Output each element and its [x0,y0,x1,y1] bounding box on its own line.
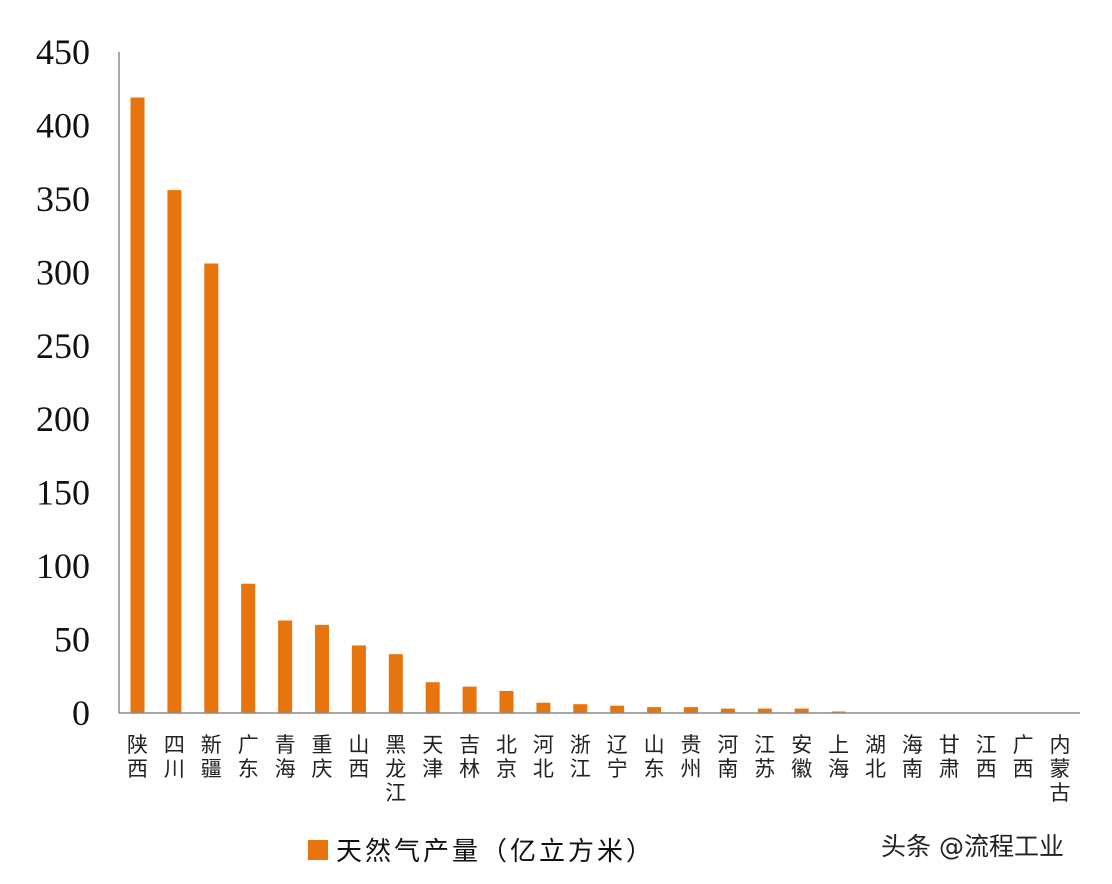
y-tick-label: 300 [36,252,90,292]
x-tick-label: 四川 [164,733,185,781]
x-tick-label: 内蒙古 [1050,733,1071,805]
x-tick-label: 浙江 [570,733,591,781]
x-tick-label: 青海 [275,733,296,781]
legend-label: 天然气产量（亿立方米） [336,837,655,867]
x-tick-label: 湖北 [865,733,886,781]
x-tick-label: 山东 [644,733,665,781]
x-tick-label: 上海 [828,733,849,781]
x-tick-label: 广西 [1013,733,1034,781]
x-tick-label: 陕西 [127,733,148,781]
x-tick-label: 辽宁 [607,733,628,781]
x-tick-label: 江苏 [754,733,775,781]
bar [536,702,551,713]
bar [757,708,772,713]
x-axis-ticks: 陕西四川新疆广东青海重庆山西黑龙江天津吉林北京河北浙江辽宁山东贵州河南江苏安徽上… [127,733,1071,805]
y-tick-label: 100 [36,546,90,586]
y-tick-label: 200 [36,399,90,439]
x-tick-label: 黑龙江 [385,733,406,805]
y-tick-label: 450 [36,32,90,72]
y-tick-label: 400 [36,105,90,145]
x-tick-label: 广东 [238,733,259,781]
axes-layer [118,52,1080,714]
x-tick-label: 河北 [533,733,554,781]
bar [130,97,145,713]
bar [610,705,625,713]
bars-layer [130,97,846,714]
x-tick-label: 甘肃 [939,733,960,781]
bar [315,624,329,713]
y-tick-label: 150 [36,473,90,513]
x-tick-label: 河南 [717,733,738,781]
y-tick-label: 350 [36,179,90,219]
x-tick-label: 山西 [348,733,369,781]
legend-swatch [308,840,328,860]
y-tick-label: 250 [36,326,90,366]
bar [720,708,735,713]
bar [204,263,219,713]
y-tick-label: 0 [72,693,90,733]
bar [425,682,440,713]
x-tick-label: 贵州 [681,733,702,781]
bar [278,620,293,713]
x-tick-label: 天津 [422,733,443,781]
x-tick-label: 重庆 [312,733,333,781]
bar [241,583,256,713]
bar [794,708,809,713]
x-tick-label: 北京 [496,733,517,781]
bar [388,654,403,713]
bar [647,707,662,713]
y-tick-label: 50 [54,620,90,660]
bar [573,704,588,713]
legend: 天然气产量（亿立方米） [308,837,655,867]
bar [499,691,514,713]
bar [684,707,698,713]
bar [167,190,182,714]
x-tick-label: 吉林 [459,733,480,781]
watermark: 头条 @流程工业 [881,832,1064,861]
bar [462,686,477,713]
x-tick-label: 安徽 [791,733,812,781]
y-axis-ticks: 0 50 100 150 200 250 300 350 400 450 [36,32,90,733]
x-tick-label: 新疆 [201,733,222,781]
bar [351,645,366,713]
x-tick-label: 海南 [902,733,923,781]
x-tick-label: 江西 [976,733,997,781]
